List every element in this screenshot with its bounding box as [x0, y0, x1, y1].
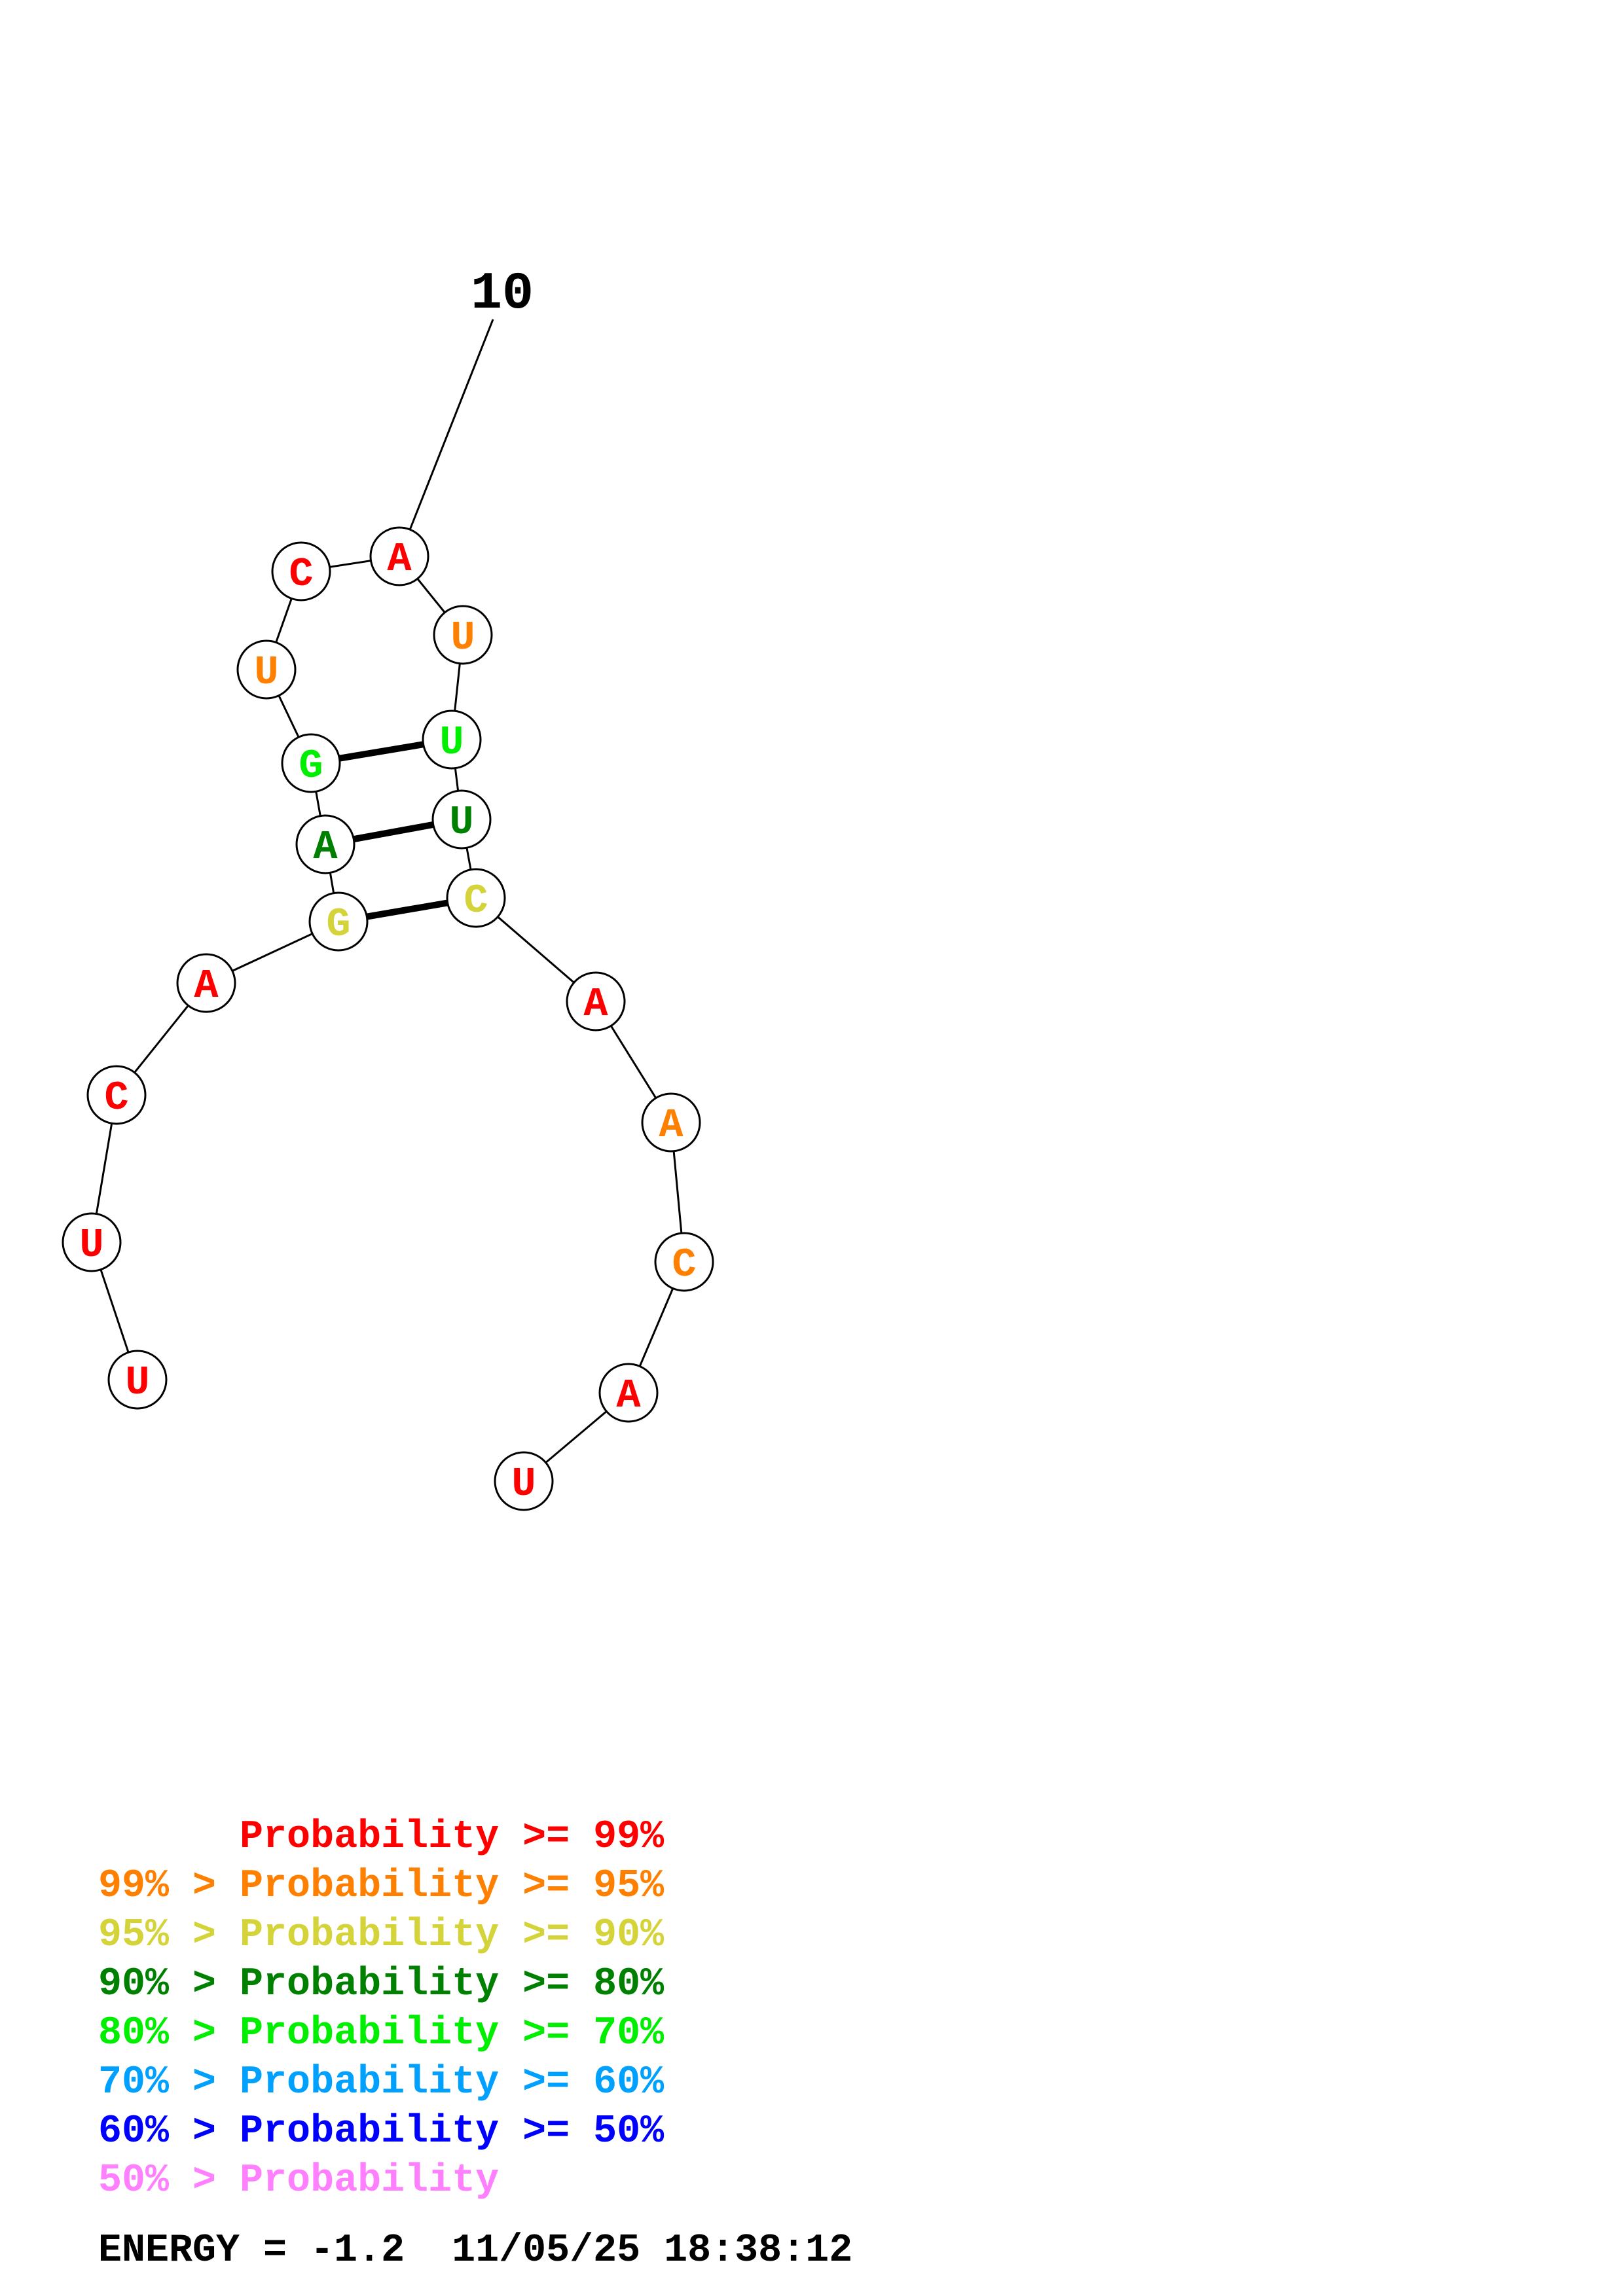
energy-line: ENERGY = -1.2 11/05/25 18:38:12 — [98, 2229, 852, 2273]
legend-row: 95% > Probability >= 90% — [98, 1911, 664, 1960]
nucleotide-3: C — [86, 1065, 147, 1125]
legend-prefix: 99% > — [98, 1864, 240, 1909]
nucleotide-17: C — [654, 1232, 714, 1292]
nucleotide-18: A — [598, 1363, 659, 1423]
nucleotide-13: U — [431, 789, 492, 850]
nucleotide-letter: U — [439, 719, 464, 766]
nucleotide-letter: A — [194, 963, 219, 1009]
legend-text: Probability >= 90% — [240, 1913, 665, 1958]
legend-prefix: 90% > — [98, 1962, 240, 2007]
index-label-10: 10 — [471, 264, 534, 324]
legend-row: 50% > Probability — [98, 2157, 664, 2206]
nucleotide-4: A — [176, 953, 236, 1013]
nucleotide-letter: U — [254, 649, 278, 696]
nucleotide-6: A — [295, 814, 356, 874]
legend-prefix: 95% > — [98, 1913, 240, 1958]
nucleotide-8: U — [236, 639, 297, 700]
nucleotide-letter: A — [583, 981, 608, 1028]
backbone-layer — [90, 319, 685, 1482]
legend-text: Probability >= 80% — [240, 1962, 665, 2007]
legend-text: Probability >= 95% — [240, 1864, 665, 1909]
nucleotide-14: C — [446, 868, 506, 928]
energy-value: ENERGY = -1.2 — [98, 2229, 405, 2273]
nucleotide-circle — [271, 541, 331, 601]
nucleotide-circle — [641, 1092, 701, 1153]
nucleotide-19: U — [494, 1451, 554, 1511]
nucleotide-2: U — [62, 1212, 122, 1272]
legend-row: 90% > Probability >= 80% — [98, 1960, 664, 2009]
legend-text: Probability — [240, 2159, 500, 2203]
legend-prefix: 80% > — [98, 2011, 240, 2056]
nucleotide-circle — [431, 789, 492, 850]
nucleotide-circle — [308, 891, 369, 952]
nucleotide-letter: G — [299, 743, 323, 789]
nucleotide-circle — [281, 733, 341, 793]
nucleotide-letter: U — [511, 1461, 536, 1507]
legend-text: Probability >= 70% — [240, 2011, 665, 2056]
nucleotide-9: C — [271, 541, 331, 601]
nucleotide-circle — [369, 526, 429, 586]
nucleotide-circle — [566, 971, 626, 1031]
nucleotide-letter: C — [289, 551, 313, 598]
nucleotide-circle — [433, 605, 493, 665]
legend-text: Probability >= 50% — [240, 2109, 665, 2154]
legend-prefix: 50% > — [98, 2159, 240, 2203]
nucleotide-circle — [62, 1212, 122, 1272]
nucleotide-circle — [107, 1350, 168, 1410]
index-tick-line — [398, 319, 494, 557]
nucleotide-letter: A — [387, 536, 412, 583]
legend-row: Probability >= 99% — [98, 1813, 664, 1862]
nucleotide-16: A — [641, 1092, 701, 1153]
nucleotide-circle — [236, 639, 297, 700]
nucleotide-5: G — [308, 891, 369, 952]
nucleotide-circle — [295, 814, 356, 874]
nucleotide-circle — [598, 1363, 659, 1423]
nucleotide-10: A — [369, 526, 429, 586]
legend-text: Probability >= 60% — [240, 2060, 665, 2105]
nucleotide-letter: U — [79, 1222, 103, 1268]
nucleotide-circle — [654, 1232, 714, 1292]
nucleotide-letter: G — [326, 901, 350, 948]
legend-text: Probability >= 99% — [240, 1815, 665, 1859]
nucleotide-letter: A — [313, 824, 338, 870]
nucleotide-circle — [446, 868, 506, 928]
legend-prefix: 60% > — [98, 2109, 240, 2154]
nucleotide-circle — [86, 1065, 147, 1125]
nucleotide-letter: U — [449, 799, 473, 846]
nucleotide-letter: C — [104, 1075, 128, 1121]
legend-row: 70% > Probability >= 60% — [98, 2058, 664, 2108]
legend-prefix — [98, 1815, 240, 1859]
legend-row: 80% > Probability >= 70% — [98, 2009, 664, 2058]
nucleotide-15: A — [566, 971, 626, 1031]
probability-legend: Probability >= 99% 99% > Probability >= 9… — [98, 1813, 664, 2206]
nucleotide-letter: C — [672, 1242, 696, 1288]
legend-row: 60% > Probability >= 50% — [98, 2108, 664, 2157]
timestamp: 11/05/25 18:38:12 — [452, 2229, 853, 2273]
nucleotide-12: U — [422, 709, 482, 770]
nucleotide-1: U — [107, 1350, 168, 1410]
nucleotide-letter: U — [125, 1359, 149, 1406]
legend-prefix: 70% > — [98, 2060, 240, 2105]
nucleotide-letter: C — [464, 878, 488, 924]
nucleotide-letter: A — [659, 1102, 684, 1149]
nucleotide-circle — [176, 953, 236, 1013]
nucleotide-letter: U — [450, 615, 475, 661]
nucleotide-11: U — [433, 605, 493, 665]
nucleotide-letter: A — [616, 1372, 641, 1419]
nucleotide-circle — [422, 709, 482, 770]
nucleotide-circle — [494, 1451, 554, 1511]
nucleotide-7: G — [281, 733, 341, 793]
legend-row: 99% > Probability >= 95% — [98, 1862, 664, 1911]
